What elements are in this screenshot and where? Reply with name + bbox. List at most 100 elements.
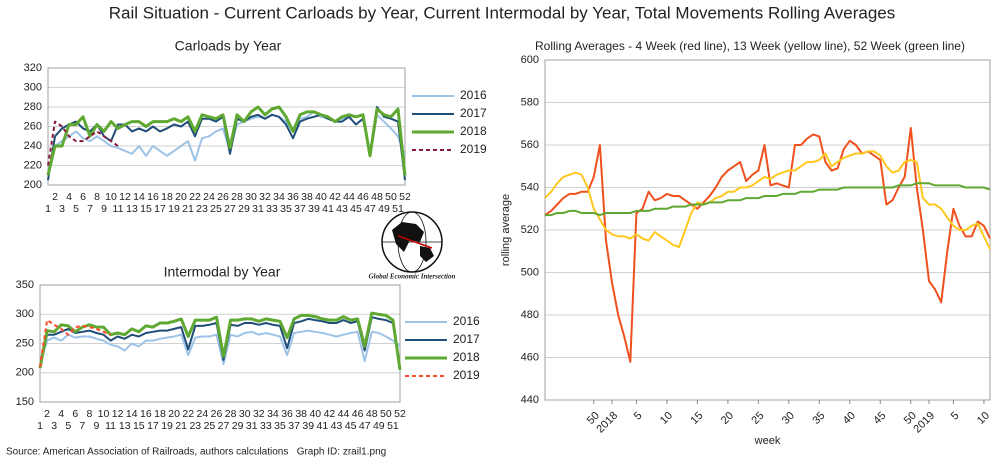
x-tick-label: 10 [98, 408, 110, 420]
x-tick-label: 15 [688, 410, 705, 427]
x-tick-label: 42 [329, 191, 341, 203]
x-tick-label: 51 [387, 420, 399, 432]
x-tick-label: 35 [274, 420, 286, 432]
x-tick-label: 19 [168, 203, 180, 215]
x-tick-label: 36 [287, 191, 299, 203]
x-tick-label: 46 [352, 408, 364, 420]
x-tick-label: 18 [161, 191, 173, 203]
x-tick-label: 36 [281, 408, 293, 420]
x-tick-label: 32 [259, 191, 271, 203]
y-tick-label: 440 [521, 394, 539, 406]
x-tick-label: 35 [280, 203, 292, 215]
series-line [39, 319, 111, 368]
x-tick-label: 34 [267, 408, 279, 420]
x-tick-label: 5 [73, 203, 79, 215]
x-tick-label: 25 [749, 410, 766, 427]
chart-title: Rolling Averages - 4 Week (red line), 13… [535, 39, 965, 53]
x-tick-label: 40 [309, 408, 321, 420]
page-title: Rail Situation - Current Carloads by Yea… [109, 3, 896, 22]
x-tick-label: 17 [147, 420, 159, 432]
plot-border [39, 284, 401, 403]
plot-border [544, 59, 991, 401]
x-tick-label: 5 [949, 410, 962, 423]
y-tick-label: 600 [521, 54, 539, 66]
x-tick-label: 1 [37, 420, 43, 432]
x-tick-label: 23 [196, 203, 208, 215]
x-tick-label: 18 [154, 408, 166, 420]
x-tick-label: 41 [322, 203, 334, 215]
logo-arrow [397, 235, 433, 249]
series-line [46, 105, 407, 176]
x-tick-label: 21 [182, 203, 194, 215]
y-tick-label: 500 [521, 266, 539, 278]
x-tick-label: 2 [44, 408, 50, 420]
y-tick-label: 480 [521, 309, 539, 321]
x-tick-label: 9 [101, 203, 107, 215]
x-tick-label: 1 [45, 203, 51, 215]
x-tick-label: 12 [119, 191, 131, 203]
legend-label: 2019 [460, 142, 487, 156]
x-tick-label: 32 [253, 408, 265, 420]
x-tick-label: 10 [105, 191, 117, 203]
y-tick-label: 250 [16, 337, 34, 349]
x-tick-label: 43 [331, 420, 343, 432]
x-tick-label: 13 [119, 420, 131, 432]
x-tick-label: 26 [217, 191, 229, 203]
y-tick-label: 300 [16, 308, 34, 320]
x-tick-label: 48 [371, 191, 383, 203]
x-tick-label: 14 [133, 191, 145, 203]
x-tick-label: 4 [66, 191, 72, 203]
x-tick-label: 40 [841, 410, 858, 427]
legend-label: 2018 [460, 124, 487, 138]
x-tick-label: 9 [94, 420, 100, 432]
x-tick-label: 5 [65, 420, 71, 432]
x-tick-label: 23 [189, 420, 201, 432]
y-tick-label: 560 [521, 139, 539, 151]
legend-label: 2016 [460, 88, 487, 102]
y-tick-label: 240 [24, 140, 42, 152]
x-tick-label: 49 [378, 203, 390, 215]
x-tick-label: 20 [168, 408, 180, 420]
series-line [544, 150, 991, 250]
x-tick-label: 20 [175, 191, 187, 203]
x-tick-label: 19 [161, 420, 173, 432]
y-tick-label: 320 [24, 62, 42, 74]
x-tick-label: 52 [399, 191, 411, 203]
plot-border [47, 67, 406, 186]
x-tick-label: 2019 [911, 410, 937, 436]
x-tick-label: 43 [336, 203, 348, 215]
x-tick-label: 8 [86, 408, 92, 420]
x-tick-label: 6 [80, 191, 86, 203]
x-tick-label: 13 [126, 203, 138, 215]
x-tick-label: 24 [203, 191, 215, 203]
x-tick-label: 3 [59, 203, 65, 215]
x-tick-label: 29 [232, 420, 244, 432]
x-tick-label: 15 [133, 420, 145, 432]
series-line [47, 120, 119, 166]
x-tick-label: 11 [113, 203, 124, 215]
legend-label: 2018 [453, 350, 480, 364]
x-tick-label: 50 [385, 191, 397, 203]
x-tick-label: 20 [719, 410, 736, 427]
x-tick-label: 10 [658, 410, 675, 427]
x-tick-label: 47 [364, 203, 376, 215]
x-tick-label: 15 [140, 203, 152, 215]
legend-label: 2016 [453, 314, 480, 328]
y-tick-label: 200 [24, 179, 42, 191]
y-tick-label: 580 [521, 96, 539, 108]
x-tick-label: 14 [126, 408, 138, 420]
y-tick-label: 150 [16, 396, 34, 408]
x-tick-label: 7 [87, 203, 93, 215]
chart-title: Intermodal by Year [164, 264, 281, 280]
x-tick-label: 5 [632, 410, 645, 423]
x-tick-label: 45 [871, 410, 888, 427]
x-tick-label: 35 [810, 410, 827, 427]
x-tick-label: 11 [105, 420, 116, 432]
x-tick-label: 22 [182, 408, 194, 420]
x-tick-label: 26 [211, 408, 223, 420]
x-tick-label: 2 [52, 191, 58, 203]
y-tick-label: 350 [16, 279, 34, 291]
y-tick-label: 260 [24, 120, 42, 132]
y-tick-label: 300 [24, 81, 42, 93]
